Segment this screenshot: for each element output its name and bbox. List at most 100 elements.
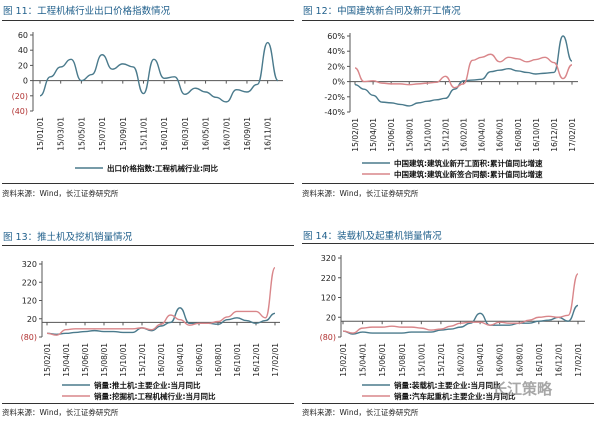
y-tick-label: 60	[18, 31, 28, 40]
y-tick-label: (40)	[12, 107, 28, 116]
source-divider	[2, 403, 294, 404]
x-tick-label: 15/12/01	[437, 343, 446, 377]
x-tick-label: 16/10/01	[233, 343, 242, 377]
y-tick-label: 20	[326, 313, 336, 322]
x-tick-label: 16/02/01	[460, 118, 469, 152]
x-tick-label: 16/02/01	[157, 343, 166, 377]
y-tick-label: 320	[22, 260, 37, 269]
x-tick-label: 15/04/01	[369, 118, 378, 152]
x-tick-label: 15/03/01	[57, 117, 66, 151]
x-tick-label: 15/10/01	[417, 343, 426, 377]
x-tick-label: 15/08/01	[100, 343, 109, 377]
series-line-2	[46, 266, 276, 336]
x-tick-label: 15/04/01	[359, 343, 368, 377]
chart-panel-1: 图 11：工程机械行业出口价格指数情况 资料来源：Wind，长江证券研究所 60 40…	[0, 0, 300, 212]
x-tick-label: 15/04/01	[62, 343, 71, 377]
series-line-2	[342, 273, 579, 334]
series-line-2	[354, 53, 573, 89]
y-tick-label: 120	[321, 294, 336, 303]
x-tick-label: 16/10/01	[535, 343, 544, 377]
series-line-1	[46, 307, 276, 335]
x-tick-label: 16/04/01	[478, 118, 487, 152]
source-note: 资料来源：Wind，长江证券研究所	[2, 408, 119, 417]
x-tick-label: 16/08/01	[515, 343, 524, 377]
x-tick-label: 16/08/01	[214, 343, 223, 377]
y-tick-label: 20	[18, 61, 28, 70]
chart-title: 图 14：装载机及起重机销量情况	[303, 231, 442, 242]
y-tick-label: 0%	[332, 78, 345, 87]
y-tick-label: -20%	[324, 93, 345, 102]
x-tick-label: 15/02/01	[351, 118, 360, 152]
legend-label: 销量:汽车起重机:主要企业:当月同比	[394, 391, 516, 401]
x-tick-label: 16/10/01	[532, 118, 541, 152]
x-tick-label: 16/01/01	[160, 117, 169, 151]
x-tick-label: 15/05/01	[77, 117, 86, 151]
x-tick-label: 16/12/01	[554, 343, 563, 377]
x-tick-label: 17/02/01	[271, 343, 280, 377]
chart-panel-4: 图 14：装载机及起重机销量情况 资料来源：Wind，长江证券研究所 320 220 1…	[300, 210, 600, 422]
y-tick-label: -40%	[324, 108, 345, 117]
x-tick-label: 15/10/01	[423, 118, 432, 152]
x-tick-label: 17/02/01	[568, 118, 577, 152]
x-tick-label: 16/03/01	[181, 117, 190, 151]
chart-title: 图 12：中国建筑新合同及新开工情况	[303, 6, 461, 17]
x-tick-label: 15/12/01	[138, 343, 147, 377]
x-tick-label: 15/02/01	[43, 343, 52, 377]
x-tick-label: 15/01/01	[36, 117, 45, 151]
source-note: 资料来源：Wind，长江证券研究所	[302, 189, 419, 198]
x-tick-label: 15/11/01	[139, 117, 148, 151]
y-tick-label: (80)	[320, 333, 336, 342]
source-divider	[302, 403, 594, 404]
chart-svg: 60 40 20 0 (20) (40) 15/01/01 15/03/01 15/05/01 1…	[12, 31, 283, 173]
title-divider	[302, 243, 594, 244]
legend-label: 中国建筑:建筑业新签合同额:累计值同比增速	[394, 169, 543, 179]
title-divider	[2, 245, 294, 246]
y-tick-label: 40	[18, 46, 28, 55]
x-tick-label: 17/02/01	[574, 343, 583, 377]
watermark-logo: 长江策略	[492, 380, 553, 398]
x-tick-label: 16/11/01	[264, 117, 273, 151]
y-tick-label: 40%	[327, 47, 345, 56]
x-tick-label: 16/02/01	[457, 343, 466, 377]
x-tick-label: 16/04/01	[476, 343, 485, 377]
source-divider	[302, 183, 594, 184]
x-tick-label: 16/08/01	[514, 118, 523, 152]
x-tick-label: 16/06/01	[496, 118, 505, 152]
title-divider	[302, 20, 594, 21]
x-tick-label: 15/06/01	[387, 118, 396, 152]
x-tick-label: 15/10/01	[119, 343, 128, 377]
series-line-1	[354, 35, 573, 107]
legend-label: 销量:装载机:主要企业:当月同比	[394, 380, 501, 390]
y-tick-label: 20	[27, 315, 37, 324]
chart-svg: 60% 40% 20% 0% -20% -40% 15/02/01 15/04/01 15/06…	[324, 32, 578, 179]
x-tick-label: 16/04/01	[176, 343, 185, 377]
x-tick-label: 16/05/01	[202, 117, 211, 151]
y-tick-label: 20%	[327, 62, 345, 71]
x-tick-label: 15/06/01	[81, 343, 90, 377]
x-tick-label: 16/07/01	[222, 117, 231, 151]
x-tick-label: 15/08/01	[405, 118, 414, 152]
y-tick-label: 0	[23, 77, 28, 86]
series-line-1	[342, 304, 579, 335]
x-tick-label: 16/06/01	[496, 343, 505, 377]
y-tick-label: 220	[321, 274, 336, 283]
x-tick-label: 15/07/01	[98, 117, 107, 151]
x-tick-label: 16/12/01	[252, 343, 261, 377]
x-tick-label: 16/09/01	[243, 117, 252, 151]
chart-panel-2: 图 12：中国建筑新合同及新开工情况 资料来源：Wind，长江证券研究所 60% 40…	[300, 0, 600, 212]
legend-label: 销量:挖掘机:工程机械行业:当月同比	[94, 391, 216, 401]
legend-label: 销量:推土机:主要企业:当月同比	[94, 380, 201, 390]
x-tick-label: 15/08/01	[398, 343, 407, 377]
y-tick-label: 320	[321, 254, 336, 263]
y-tick-label: (80)	[21, 333, 37, 342]
x-tick-label: 15/12/01	[441, 118, 450, 152]
legend-label: 出口价格指数:工程机械行业:同比	[107, 163, 218, 173]
chart-panel-3: 图 13：推土机及挖机销量情况 资料来源：Wind，长江证券研究所 320 220 12…	[0, 210, 300, 422]
source-divider	[2, 183, 294, 184]
chart-title: 图 13：推土机及挖机销量情况	[3, 232, 133, 243]
series-line-1	[39, 41, 279, 103]
chart-title: 图 11：工程机械行业出口价格指数情况	[3, 6, 171, 17]
